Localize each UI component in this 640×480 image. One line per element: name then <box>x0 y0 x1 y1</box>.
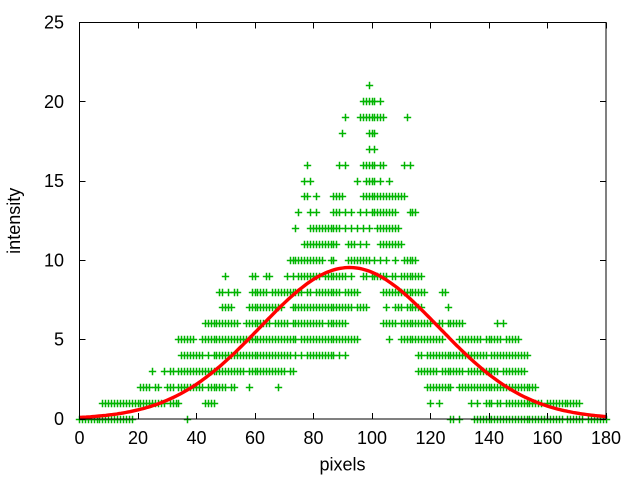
svg-text:pixels: pixels <box>319 455 365 475</box>
svg-text:160: 160 <box>532 428 562 448</box>
svg-text:40: 40 <box>186 428 206 448</box>
svg-text:100: 100 <box>357 428 387 448</box>
svg-text:120: 120 <box>415 428 445 448</box>
svg-text:intensity: intensity <box>4 188 24 254</box>
svg-text:20: 20 <box>128 428 148 448</box>
svg-text:15: 15 <box>44 171 64 191</box>
svg-text:25: 25 <box>44 13 64 33</box>
svg-text:180: 180 <box>591 428 621 448</box>
svg-text:80: 80 <box>303 428 323 448</box>
svg-text:0: 0 <box>74 428 84 448</box>
svg-text:20: 20 <box>44 92 64 112</box>
svg-text:140: 140 <box>474 428 504 448</box>
svg-text:0: 0 <box>54 409 64 429</box>
svg-text:10: 10 <box>44 250 64 270</box>
svg-text:60: 60 <box>245 428 265 448</box>
svg-text:5: 5 <box>54 330 64 350</box>
